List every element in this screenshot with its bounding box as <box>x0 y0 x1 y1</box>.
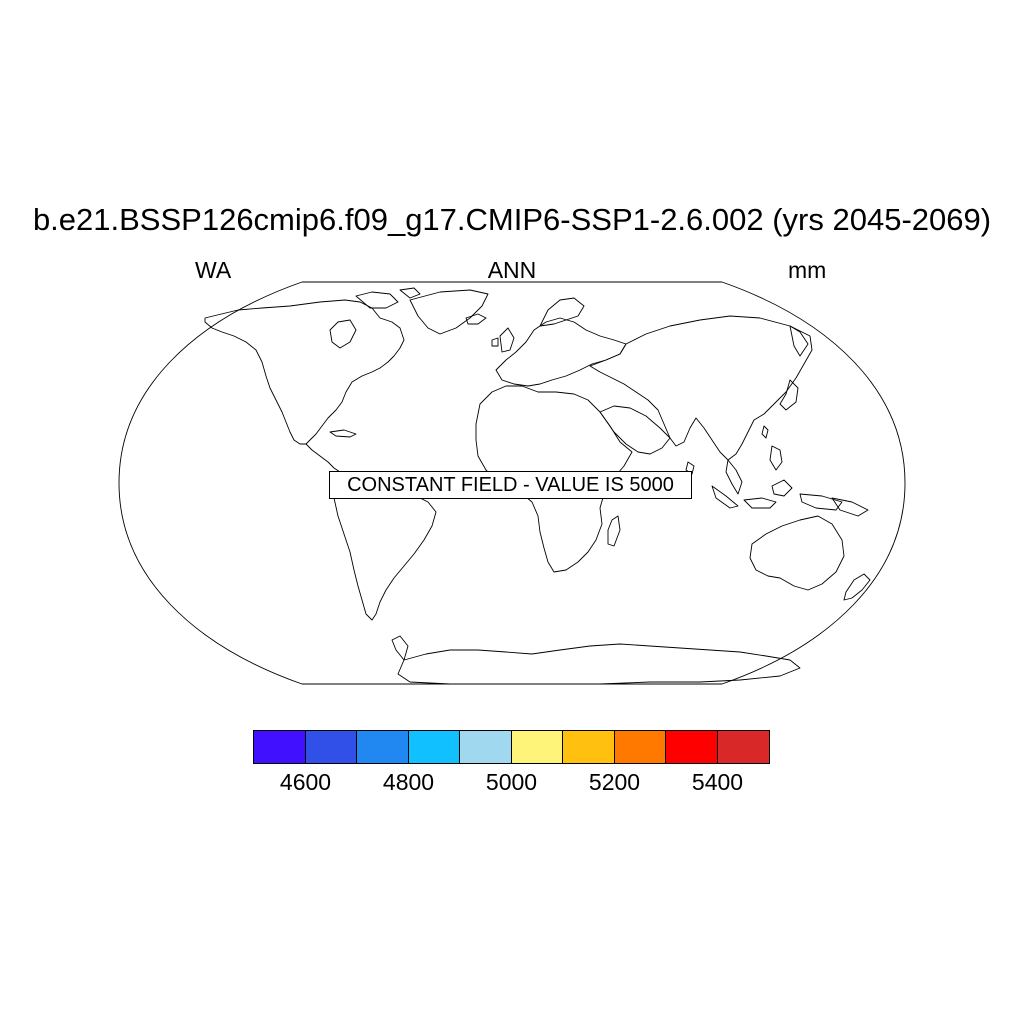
coastline-australia <box>749 515 845 591</box>
coastline-asia <box>589 315 813 461</box>
coastline-madagascar <box>607 515 621 547</box>
coastline-taiwan <box>761 425 769 439</box>
color-bar-tick-label: 5200 <box>588 769 641 795</box>
units-label: mm <box>788 257 827 283</box>
coastline-central-america <box>305 443 341 473</box>
color-bar-box <box>357 731 409 763</box>
color-bar-tick-label: 5000 <box>485 769 538 795</box>
coastline-indonesia <box>711 479 843 511</box>
color-bar-box <box>511 731 563 763</box>
variable-label: WA <box>195 257 232 283</box>
map-boundary <box>118 281 906 685</box>
color-bar-box <box>614 731 666 763</box>
coastline-europe <box>495 317 627 387</box>
coastline-scandinavia <box>539 297 585 327</box>
coastline-antarctica <box>397 643 801 685</box>
constant-field-notice: CONSTANT FIELD - VALUE IS 5000 <box>329 471 692 499</box>
color-bar-box <box>305 731 357 763</box>
season-label: ANN <box>487 257 537 283</box>
coastline-sri-lanka <box>685 461 695 475</box>
coastline-arabia <box>599 405 671 455</box>
color-bar <box>253 730 770 764</box>
color-bar-box <box>563 731 615 763</box>
coastline-new-guinea <box>831 497 869 517</box>
coastline-greenland <box>409 289 489 335</box>
color-bar-tick-label: 4800 <box>382 769 435 795</box>
color-bar-box <box>408 731 460 763</box>
coastline-new-zealand <box>843 573 871 601</box>
coastline-kamchatka <box>789 325 809 357</box>
coastline-cuba <box>329 429 357 438</box>
color-bar-box <box>460 731 512 763</box>
color-bar-box <box>666 731 718 763</box>
color-bar-tick-label: 5400 <box>691 769 744 795</box>
plot-title: b.e21.BSSP126cmip6.f09_g17.CMIP6-SSP1-2.… <box>32 202 992 237</box>
coastline-philippines <box>769 445 783 471</box>
coastline-hudson-bay <box>329 319 357 349</box>
color-bar-tick-label: 4600 <box>279 769 332 795</box>
color-bar-box <box>717 731 769 763</box>
coastline-arctic-islands <box>355 287 421 309</box>
coastline-japan <box>779 379 799 411</box>
coastline-iceland <box>465 313 487 325</box>
color-bar-box <box>254 731 306 763</box>
coastline-north-america <box>204 299 405 445</box>
coastline-antarctic-peninsula <box>391 635 409 661</box>
coastline-uk <box>491 327 515 353</box>
coastline-indochina <box>725 459 743 495</box>
